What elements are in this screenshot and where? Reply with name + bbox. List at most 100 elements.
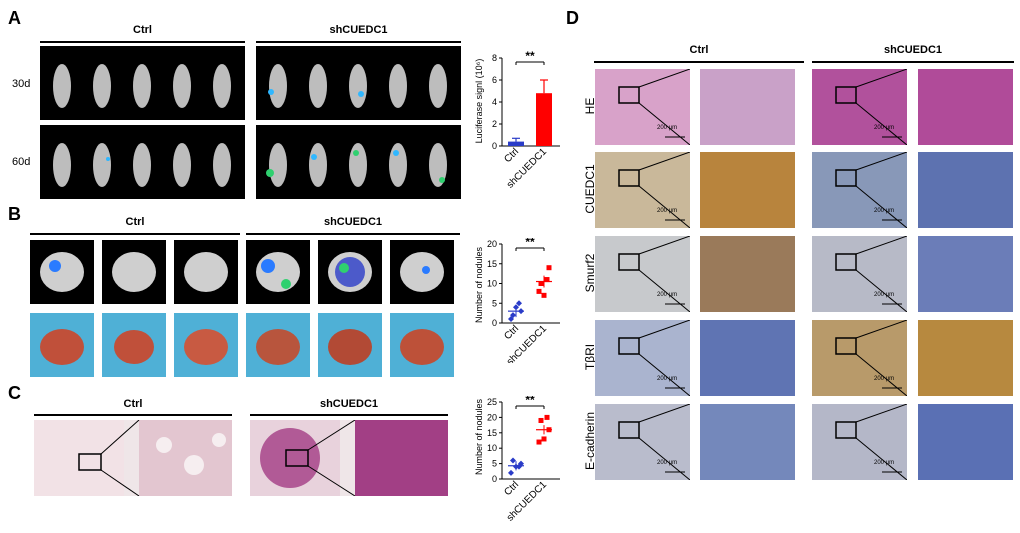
scale-bar-label: 200 μm bbox=[657, 376, 678, 382]
b-sh-label: shCUEDC1 bbox=[323, 216, 383, 228]
a-sh-30d-image bbox=[256, 46, 461, 120]
data-point bbox=[538, 281, 544, 286]
scale-bar-label: 200 μm bbox=[657, 292, 678, 298]
b-ctrl-label: Ctrl bbox=[125, 216, 145, 228]
b-bio-sh-3 bbox=[390, 240, 454, 304]
y-tick-label: 5 bbox=[492, 298, 497, 308]
b-photo-ctrl-1 bbox=[30, 313, 94, 377]
data-point bbox=[508, 469, 514, 476]
data-point bbox=[546, 265, 552, 271]
b-bio-ctrl-2 bbox=[102, 240, 166, 304]
x-tick-label: Ctrl bbox=[502, 479, 521, 498]
data-point bbox=[541, 436, 547, 442]
d-tissue-image: 200 μm bbox=[812, 404, 907, 480]
data-point bbox=[518, 460, 524, 467]
scale-bar-label: 200 μm bbox=[657, 208, 678, 214]
scale-bar-label: 200 μm bbox=[874, 208, 895, 214]
d-tissue-image bbox=[918, 69, 1013, 145]
d-tissue-image: 200 μm bbox=[595, 320, 690, 396]
y-tick-label: 20 bbox=[487, 239, 497, 249]
y-tick-label: 0 bbox=[492, 318, 497, 328]
d-tissue-image bbox=[918, 152, 1013, 228]
b-ctrl-line bbox=[30, 233, 240, 235]
d-tissue-image: 200 μm bbox=[812, 152, 907, 228]
data-point bbox=[536, 288, 542, 294]
d-tissue-image bbox=[918, 236, 1013, 312]
significance-label: ** bbox=[525, 50, 535, 63]
c-sh-line bbox=[250, 414, 448, 416]
scale-bar-label: 200 μm bbox=[657, 460, 678, 466]
d-tissue-image: 200 μm bbox=[812, 69, 907, 145]
y-tick-label: 8 bbox=[492, 53, 497, 63]
c-sh-image bbox=[250, 420, 448, 496]
a-ctrl-60d-image bbox=[40, 125, 245, 199]
b-bio-ctrl-3 bbox=[174, 240, 238, 304]
y-tick-label: 5 bbox=[492, 459, 497, 469]
c-ctrl-image bbox=[34, 420, 232, 496]
c-ctrl-line bbox=[34, 414, 232, 416]
d-ctrl-label: Ctrl bbox=[689, 44, 709, 56]
scale-bar-label: 200 μm bbox=[657, 125, 678, 131]
c-sh-label: shCUEDC1 bbox=[319, 398, 379, 410]
data-point bbox=[536, 439, 542, 445]
data-point bbox=[510, 312, 516, 319]
d-tissue-image bbox=[700, 152, 795, 228]
d-ctrl-line bbox=[594, 61, 804, 63]
d-tissue-image: 200 μm bbox=[595, 236, 690, 312]
a-ctrl-line bbox=[40, 41, 245, 43]
data-point bbox=[508, 316, 514, 323]
a-ctrl-label: Ctrl bbox=[133, 24, 152, 36]
y-tick-label: 2 bbox=[492, 119, 497, 129]
data-point bbox=[544, 414, 550, 420]
d-tissue-image: 200 μm bbox=[595, 152, 690, 228]
c-ctrl-label: Ctrl bbox=[123, 398, 143, 410]
bar bbox=[536, 93, 552, 146]
panel-b-label: B bbox=[8, 204, 21, 224]
y-tick-label: 10 bbox=[487, 443, 497, 453]
d-tissue-image bbox=[700, 69, 795, 145]
data-point bbox=[538, 417, 544, 423]
b-photo-ctrl-3 bbox=[174, 313, 238, 377]
bar bbox=[508, 141, 524, 146]
data-point bbox=[516, 300, 522, 307]
d-tissue-image bbox=[700, 404, 795, 480]
y-tick-label: 15 bbox=[487, 428, 497, 438]
scale-bar-label: 200 μm bbox=[874, 125, 895, 131]
d-tissue-image bbox=[700, 320, 795, 396]
panel-c-label: C bbox=[8, 383, 21, 403]
d-tissue-image bbox=[918, 320, 1013, 396]
data-point bbox=[510, 457, 516, 464]
scale-bar-label: 200 μm bbox=[874, 460, 895, 466]
a-row-30d: 30d bbox=[12, 78, 31, 90]
significance-label: ** bbox=[525, 396, 535, 407]
d-sh-label: shCUEDC1 bbox=[883, 44, 943, 56]
b-sh-line bbox=[246, 233, 460, 235]
panel-d-label: D bbox=[566, 8, 579, 28]
y-tick-label: 20 bbox=[487, 412, 497, 422]
b-bio-sh-1 bbox=[246, 240, 310, 304]
d-tissue-image: 200 μm bbox=[812, 320, 907, 396]
y-tick-label: 0 bbox=[492, 474, 497, 484]
d-tissue-image bbox=[700, 236, 795, 312]
significance-label: ** bbox=[525, 238, 535, 249]
y-tick-label: 15 bbox=[487, 259, 497, 269]
d-tissue-image: 200 μm bbox=[595, 404, 690, 480]
y-tick-label: 0 bbox=[492, 141, 497, 151]
x-tick-label: Ctrl bbox=[502, 146, 521, 165]
d-sh-line bbox=[812, 61, 1014, 63]
data-point bbox=[544, 277, 550, 283]
data-point bbox=[541, 292, 547, 298]
y-tick-label: 4 bbox=[492, 97, 497, 107]
b-bio-ctrl-1 bbox=[30, 240, 94, 304]
d-tissue-image: 200 μm bbox=[812, 236, 907, 312]
d-tissue-image bbox=[918, 404, 1013, 480]
a-sh-60d-image bbox=[256, 125, 461, 199]
scale-bar-label: 200 μm bbox=[874, 292, 895, 298]
y-tick-label: 25 bbox=[487, 397, 497, 407]
a-sh-line bbox=[256, 41, 461, 43]
x-tick-label: Ctrl bbox=[502, 323, 521, 342]
b-photo-sh-1 bbox=[246, 313, 310, 377]
